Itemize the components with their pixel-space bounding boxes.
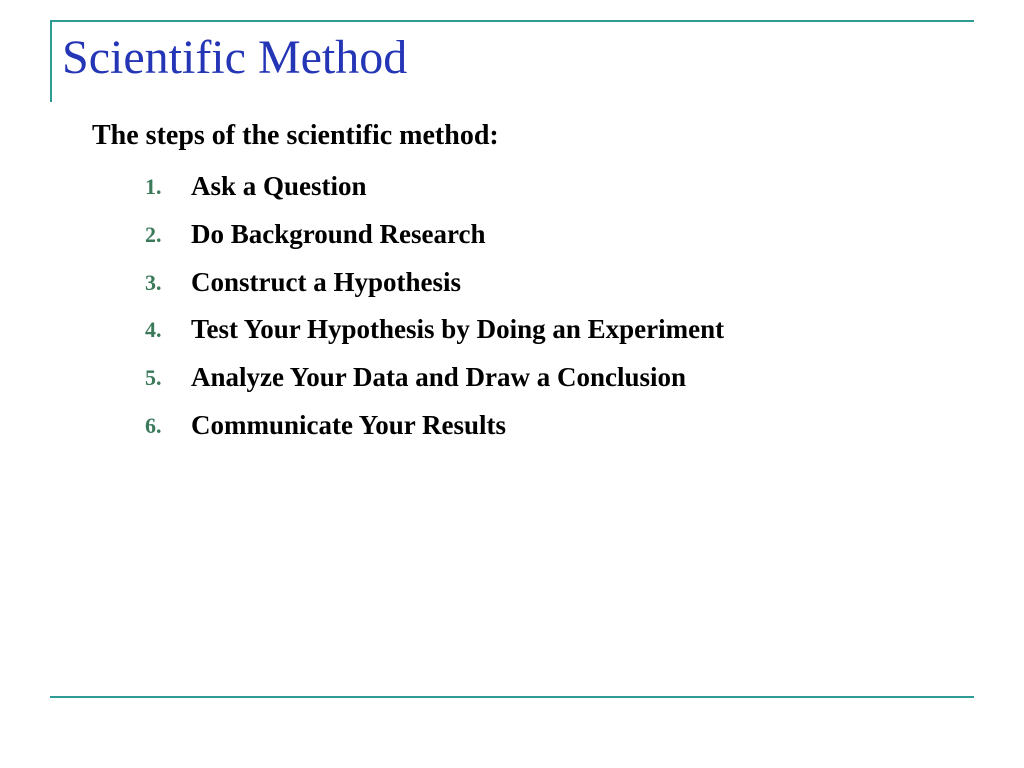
list-text: Ask a Question bbox=[191, 170, 367, 204]
list-item: 1. Ask a Question bbox=[145, 170, 954, 204]
list-item: 3. Construct a Hypothesis bbox=[145, 266, 954, 300]
list-text: Communicate Your Results bbox=[191, 409, 506, 443]
list-number: 5. bbox=[145, 361, 191, 391]
list-item: 5. Analyze Your Data and Draw a Conclusi… bbox=[145, 361, 954, 395]
list-number: 4. bbox=[145, 313, 191, 343]
slide: Scientific Method The steps of the scien… bbox=[0, 0, 1024, 768]
list-item: 6. Communicate Your Results bbox=[145, 409, 954, 443]
list-number: 3. bbox=[145, 266, 191, 296]
list-number: 6. bbox=[145, 409, 191, 439]
steps-list: 1. Ask a Question 2. Do Background Resea… bbox=[145, 170, 954, 457]
left-border bbox=[50, 20, 52, 102]
slide-subtitle: The steps of the scientific method: bbox=[92, 120, 499, 152]
list-text: Analyze Your Data and Draw a Conclusion bbox=[191, 361, 686, 395]
list-item: 4. Test Your Hypothesis by Doing an Expe… bbox=[145, 313, 954, 347]
list-item: 2. Do Background Research bbox=[145, 218, 954, 252]
top-border bbox=[50, 20, 974, 22]
list-number: 2. bbox=[145, 218, 191, 248]
list-number: 1. bbox=[145, 170, 191, 200]
list-text: Do Background Research bbox=[191, 218, 486, 252]
bottom-border bbox=[50, 696, 974, 698]
list-text: Construct a Hypothesis bbox=[191, 266, 461, 300]
slide-title: Scientific Method bbox=[62, 30, 407, 85]
list-text: Test Your Hypothesis by Doing an Experim… bbox=[191, 313, 724, 347]
